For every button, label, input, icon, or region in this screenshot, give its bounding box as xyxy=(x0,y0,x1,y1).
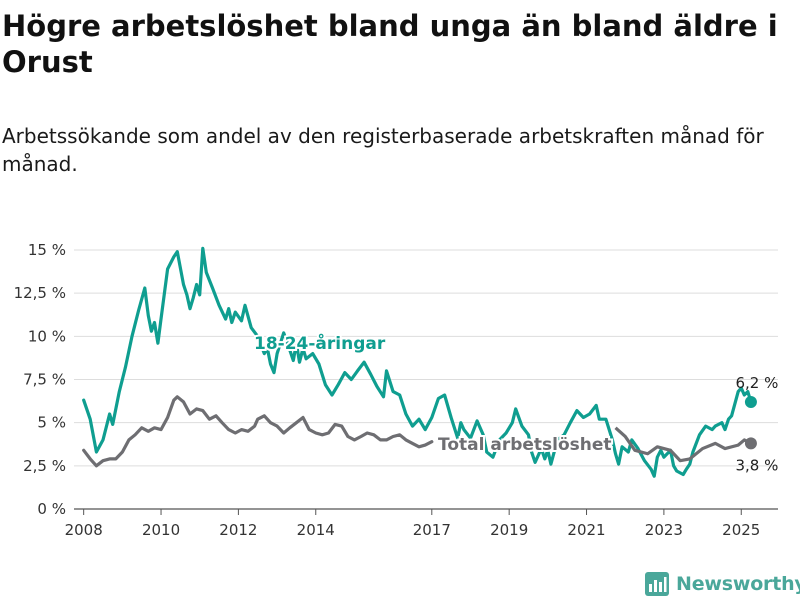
y-tick-label: 5 % xyxy=(37,414,66,432)
x-tick-label: 2023 xyxy=(645,521,683,539)
bar-chart-icon xyxy=(645,572,669,596)
y-tick-label: 0 % xyxy=(37,500,66,518)
x-tick-label: 2019 xyxy=(490,521,528,539)
series-label-youth: 18-24-åringar xyxy=(254,332,386,354)
brand-name: Newsworthy xyxy=(676,573,800,595)
x-tick-label: 2021 xyxy=(567,521,605,539)
series-line-youth xyxy=(82,246,753,478)
y-tick-label: 10 % xyxy=(28,327,66,345)
gridlines xyxy=(74,249,778,510)
y-tick-label: 7,5 % xyxy=(23,371,66,389)
series-line-total-tail xyxy=(614,426,752,463)
y-tick-label: 2,5 % xyxy=(23,457,66,475)
x-tick-label: 2010 xyxy=(142,521,180,539)
end-point-total xyxy=(744,437,757,450)
x-tick-label: 2012 xyxy=(219,521,257,539)
end-point-youth xyxy=(744,395,757,408)
line-chart: 0 %2,5 %5 %7,5 %10 %12,5 %15 % 2008 2010 2… xyxy=(14,241,779,539)
page-subtitle: Arbetssökande som andel av den registerb… xyxy=(2,124,764,176)
x-axis: 2008 2010 2012 2014 2017 2019 2021 2023 2025 xyxy=(65,509,760,539)
x-tick-label: 2017 xyxy=(413,521,451,539)
y-axis: 0 % 2,5 % 5 % 7,5 % 10 % 12,5 % 15 % xyxy=(14,241,66,518)
x-tick-label: 2008 xyxy=(65,521,103,539)
series-layer xyxy=(82,246,757,478)
x-tick-label: 2025 xyxy=(722,521,760,539)
series-label-total: Total arbetslöshet xyxy=(438,435,612,455)
series-line-total xyxy=(82,395,434,468)
x-tick-label: 2014 xyxy=(297,521,335,539)
end-label-total: 3,8 % xyxy=(735,456,778,474)
page-title: Högre arbetslöshet bland unga än bland ä… xyxy=(2,9,778,79)
label-layer: 6,2 % 3,8 % 18-24-åringar Total arbetslöshe… xyxy=(252,330,778,474)
brand-logo: Newsworthy xyxy=(644,569,800,599)
y-tick-label: 15 % xyxy=(28,241,66,259)
y-tick-label: 12,5 % xyxy=(14,284,66,302)
end-label-youth: 6,2 % xyxy=(735,374,778,392)
